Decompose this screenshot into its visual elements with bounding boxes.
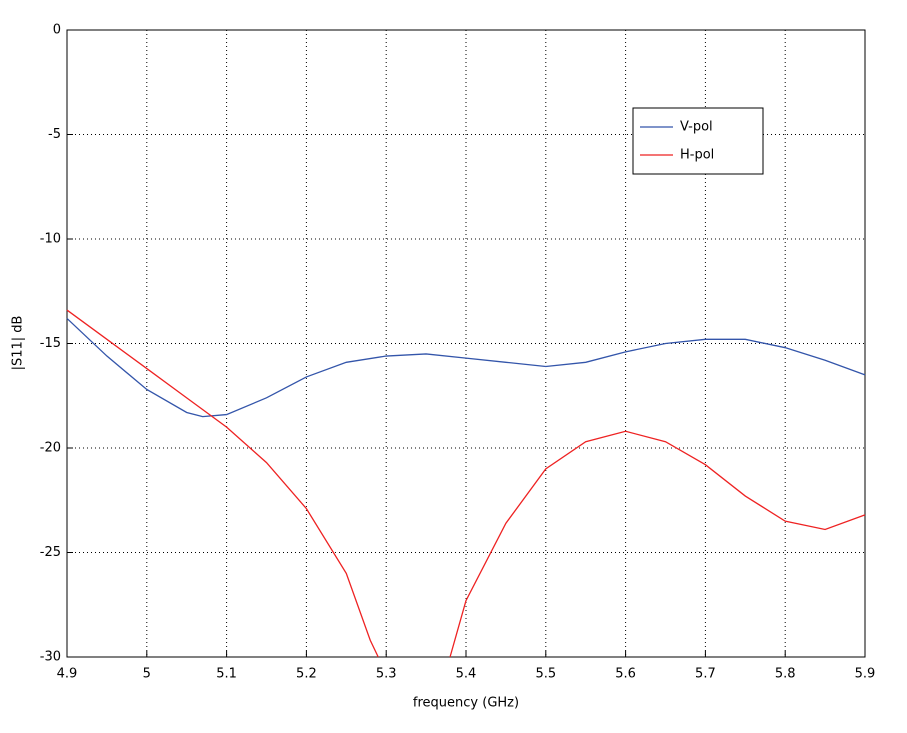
y-tick-label: 0: [53, 23, 61, 38]
x-tick-label: 5: [143, 667, 151, 682]
x-axis-label: frequency (GHz): [413, 696, 519, 711]
x-tick-label: 5.7: [695, 667, 716, 682]
x-tick-label: 5.9: [855, 667, 876, 682]
y-tick-label: -10: [40, 232, 61, 247]
x-tick-label: 5.5: [535, 667, 556, 682]
x-tick-label: 5.8: [775, 667, 796, 682]
y-tick-label: -20: [40, 441, 61, 456]
y-tick-label: -5: [48, 127, 61, 142]
x-tick-label: 5.3: [376, 667, 397, 682]
x-tick-label: 5.4: [456, 667, 477, 682]
legend-label: V-pol: [680, 120, 713, 135]
y-tick-label: -25: [40, 545, 61, 560]
plot-frame: [66, 29, 866, 658]
legend-label: H-pol: [680, 148, 714, 163]
y-axis-label: |S11| dB: [11, 316, 26, 371]
series-line: [66, 309, 866, 658]
y-tick-label: -15: [40, 336, 61, 351]
legend-box: [632, 107, 764, 175]
x-tick-label: 5.6: [615, 667, 636, 682]
x-tick-label: 5.2: [296, 667, 317, 682]
x-tick-label: 4.9: [57, 667, 78, 682]
y-tick-label: -30: [40, 650, 61, 665]
x-tick-label: 5.1: [216, 667, 237, 682]
series-line: [66, 317, 866, 418]
